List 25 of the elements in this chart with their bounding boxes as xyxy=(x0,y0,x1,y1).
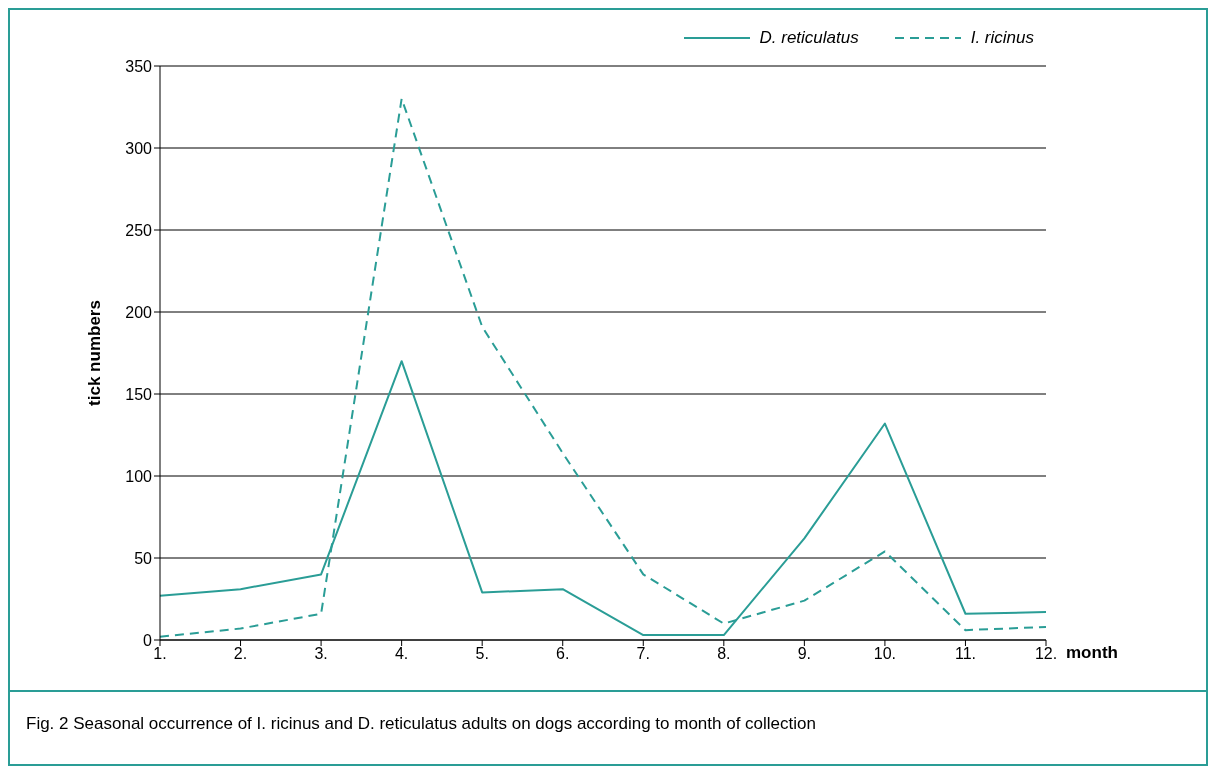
x-tick-label: 4. xyxy=(394,645,409,663)
x-tick-label: 7. xyxy=(636,645,650,663)
y-tick-label: 100 xyxy=(125,467,153,485)
y-tick-label: 300 xyxy=(125,139,153,157)
legend-label: I. ricinus xyxy=(970,28,1034,48)
x-tick-label: 9. xyxy=(797,645,812,663)
caption: Fig. 2 Seasonal occurrence of I. ricinus and D. reticulatus adults on dogs according to month of collection xyxy=(10,690,1206,764)
y-tick-label: 250 xyxy=(125,221,153,239)
x-tick-label: 8. xyxy=(717,645,731,663)
y-tick-label: 200 xyxy=(125,303,153,321)
x-tick-label: 1. xyxy=(153,645,167,663)
x-tick-label: 3. xyxy=(314,645,328,663)
y-tick-label: 150 xyxy=(125,385,153,403)
x-tick-label: 11. xyxy=(954,645,976,663)
x-axis-title: month xyxy=(1066,643,1118,663)
y-tick-label: 0 xyxy=(143,631,153,649)
x-tick-label: 2. xyxy=(233,645,248,663)
y-tick-label: 50 xyxy=(134,549,153,567)
x-tick-label: 6. xyxy=(556,645,570,663)
y-axis-title: tick numbers xyxy=(85,300,105,406)
y-tick-label: 350 xyxy=(125,57,153,75)
x-tick-label: 5. xyxy=(475,645,489,663)
x-tick-label: 10. xyxy=(873,645,897,663)
legend-label: D. reticulatus xyxy=(759,28,859,48)
x-tick-label: 12. xyxy=(1034,645,1058,663)
